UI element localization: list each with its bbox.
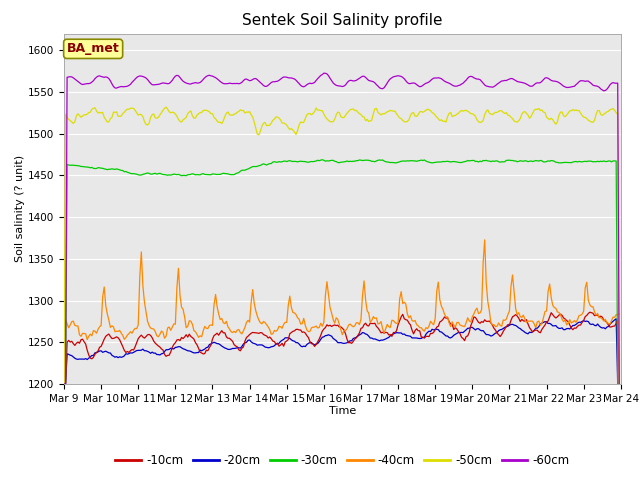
Legend: -10cm, -20cm, -30cm, -40cm, -50cm, -60cm: -10cm, -20cm, -30cm, -40cm, -50cm, -60cm	[111, 449, 574, 472]
Y-axis label: Soil salinity (? unit): Soil salinity (? unit)	[15, 155, 25, 263]
Text: BA_met: BA_met	[67, 42, 120, 55]
Title: Sentek Soil Salinity profile: Sentek Soil Salinity profile	[242, 13, 443, 28]
X-axis label: Time: Time	[329, 407, 356, 417]
